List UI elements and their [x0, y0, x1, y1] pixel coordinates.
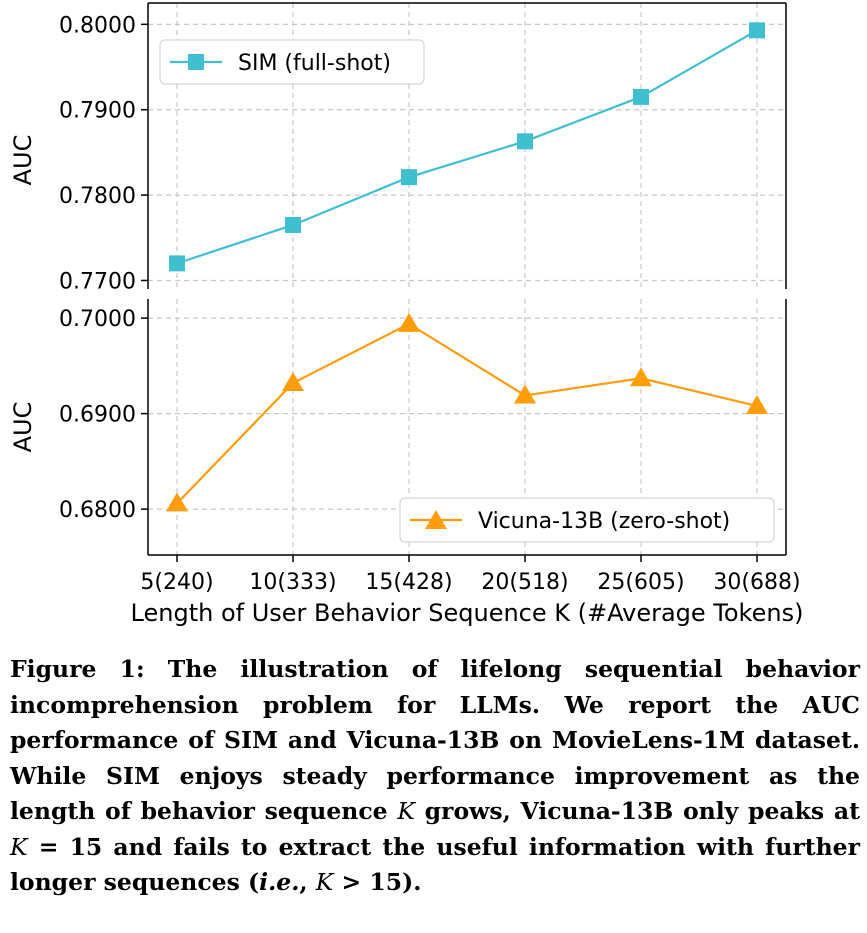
x-axis-label: Length of User Behavior Sequence K (#Ave… [131, 599, 804, 627]
caption-var-k-1: K [397, 797, 415, 825]
bottom-panel-vicuna: 0.6800 0.6900 0.7000 AUC Vicuna-13B (zero-sh… [9, 299, 787, 556]
series-line [176, 29, 758, 265]
caption-var-k-2: K [10, 832, 28, 861]
data-point [401, 169, 417, 186]
legend-box [159, 39, 425, 85]
x-tick-label: 10(333) [249, 570, 336, 595]
data-point [282, 372, 304, 392]
series-line [176, 322, 758, 505]
top-panel-sim: 0.7700 0.7800 0.7900 0.8000 AUC SIM (full-sho… [9, 2, 787, 294]
data-point [398, 312, 420, 332]
caption-ie: i.e. [259, 868, 300, 896]
y-tick-label: 0.7900 [59, 99, 136, 124]
data-point [630, 367, 652, 387]
x-tick-label: 15(428) [365, 570, 452, 595]
legend-marker [188, 54, 204, 70]
caption-text-3: = 15 and fails to extract the useful inf… [10, 832, 860, 897]
y-tick-label: 0.7700 [59, 269, 136, 294]
y-tick-label: 0.7000 [59, 307, 136, 332]
caption-text-5: > 15). [333, 868, 422, 896]
data-point [169, 255, 185, 272]
y-tick-label: 0.8000 [59, 13, 136, 38]
data-point [633, 88, 649, 105]
data-point [285, 216, 301, 233]
y-tick-label: 0.7800 [59, 184, 136, 209]
data-point [749, 22, 765, 39]
y-tick-label: 0.6900 [59, 403, 136, 428]
x-tick-label: 5(240) [140, 570, 213, 595]
caption-text-1: Figure 1: The illustration of lifelong s… [10, 655, 860, 825]
data-point [517, 133, 533, 150]
shared-x-axis: 5(240) 10(333) 15(428) 20(518) 25(605) 30(688… [131, 555, 804, 627]
data-point [514, 384, 536, 404]
figure-caption: Figure 1: The illustration of lifelong s… [10, 652, 860, 901]
legend: SIM (full-shot) [159, 39, 425, 85]
x-tick-label: 30(688) [713, 570, 800, 595]
y-axis-label: AUC [9, 135, 37, 186]
y-tick-label: 0.6800 [59, 498, 136, 523]
legend-marker [425, 510, 447, 529]
legend: Vicuna-13B (zero-shot) [399, 497, 775, 543]
caption-text-2: grows, Vicuna-13B only peaks at [414, 797, 867, 825]
caption-var-k-3: K [315, 868, 334, 896]
caption-text-4: , [299, 868, 316, 896]
y-axis-label: AUC [9, 402, 37, 453]
legend-label: Vicuna-13B (zero-shot) [478, 509, 730, 534]
x-tick-label: 20(518) [481, 570, 568, 595]
legend-box [399, 497, 775, 543]
data-point [746, 394, 768, 414]
data-point [166, 492, 188, 512]
legend-label: SIM (full-shot) [238, 51, 391, 76]
x-tick-label: 25(605) [597, 570, 684, 595]
